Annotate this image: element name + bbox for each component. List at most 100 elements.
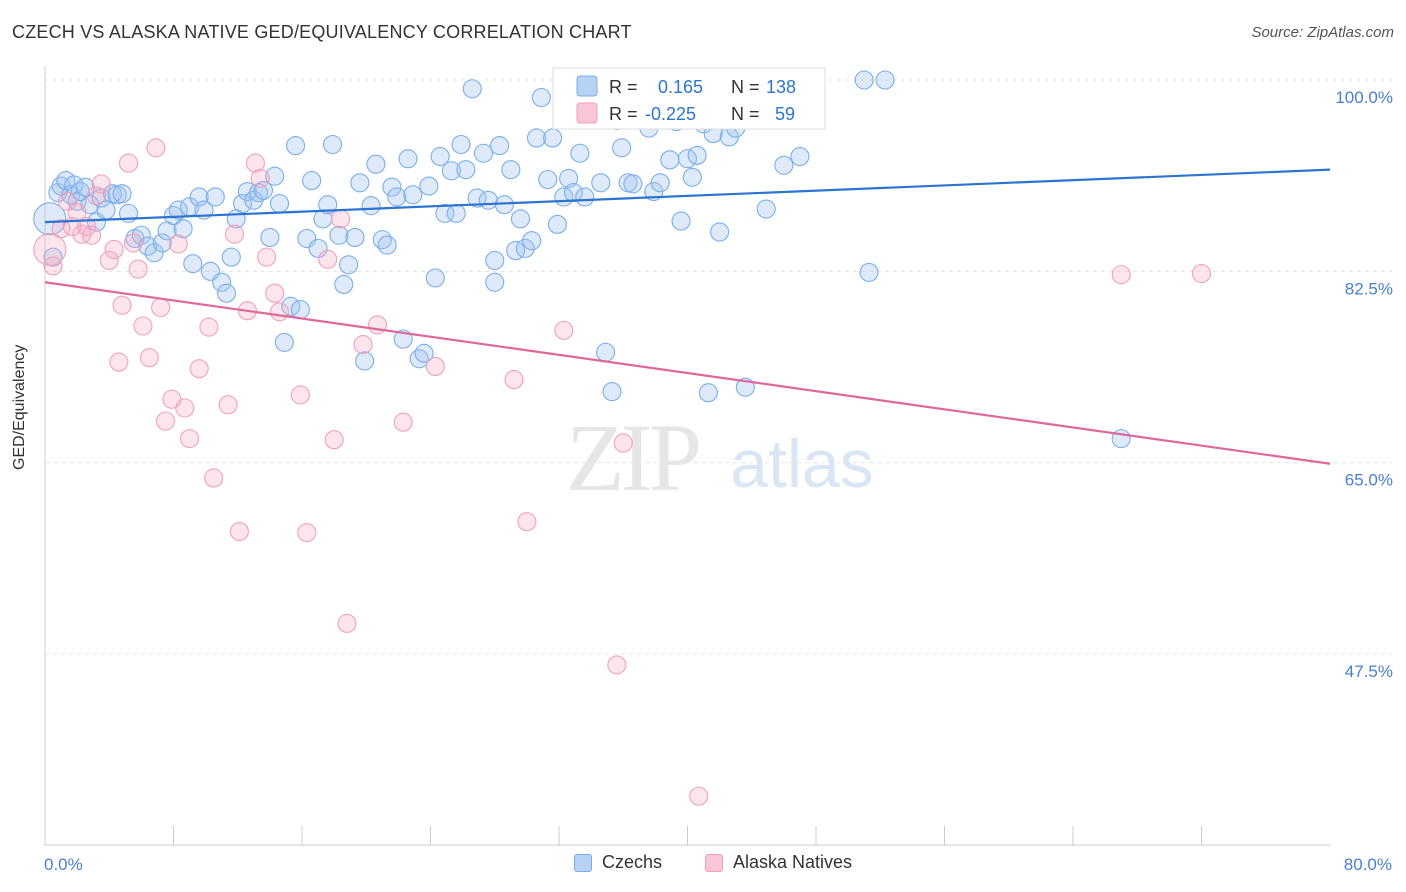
gridlines [45,79,1392,655]
czechs-point [682,167,702,187]
czechs-point [650,173,670,193]
alaska-natives-point [77,216,97,237]
czechs-point [366,154,386,174]
czechs-point [322,134,343,155]
bottom-legend-alaska-natives: Alaska Natives [705,852,852,873]
czechs-point [403,185,423,205]
czechs-point [290,300,310,320]
alaska-natives-point [324,430,344,450]
czechs-point [623,174,643,194]
czechs-point [183,254,203,274]
czechs-point [318,195,338,215]
czechs-point [435,203,455,223]
czechs-point [329,225,349,245]
czechs-point [350,173,370,193]
alaska-natives-point [290,385,310,405]
czechs-point [854,70,874,90]
czechs-point [131,225,151,245]
czechs-point [710,222,730,242]
czechs-point [173,219,193,239]
czechs-point [473,143,494,163]
alaska-natives-point [265,283,285,303]
czechs-point [790,146,810,167]
czechs-point [339,255,359,275]
czechs-point [456,160,476,180]
legend-r-label-alaska-natives: R = [609,104,638,124]
alaska-natives-point [204,468,224,488]
y-tick-label-2: 82.5% [1345,279,1393,298]
czechs-point [774,155,794,175]
chart-title: CZECH VS ALASKA NATIVE GED/EQUIVALENCY C… [12,22,632,42]
alaska-natives-point [43,256,63,276]
alaska-natives-point [297,523,317,543]
czechs-point [398,149,418,169]
czechs-point [485,272,505,292]
czechs-point [274,332,294,352]
alaska-natives-point [86,186,106,206]
axes [44,66,1331,846]
alaska-natives-trend-line [44,281,1331,465]
alaska-natives-point [133,316,153,336]
czechs-point [419,176,439,196]
czechs-point [756,199,776,219]
alaska-natives-point [128,259,148,279]
czechs-point [265,166,285,186]
alaska-natives-point [82,225,102,245]
czechs-point [393,329,413,349]
czechs-point [425,268,445,288]
alaska-natives-point [257,247,277,267]
alaska-natives-point [175,398,195,418]
czechs-point [559,168,579,188]
zipatlas-watermark: ZIP atlas [566,404,874,511]
x-tick-label-0: 0.0% [44,855,83,874]
czechs-point [168,200,188,220]
alaska-natives-point [218,395,238,415]
alaska-natives-point [269,302,290,322]
czechs-point [875,70,895,90]
alaska-natives-point [109,352,129,372]
czechs-point [485,250,505,270]
czechs-point [575,187,595,207]
source-label: Source: ZipAtlas.com [1251,24,1394,41]
legend-swatch-alaska-natives [576,102,598,124]
alaska-natives-point [250,168,270,188]
czechs-point [478,190,498,210]
czechs-point [441,161,461,181]
alaska-natives-point [229,521,249,542]
czechs-trend-line [44,168,1331,224]
alaska-natives-point [118,153,139,173]
legend-n-label-alaska-natives: N = [731,104,760,124]
czechs-point [859,262,879,282]
correlation-legend: R = 0.165 N = 138 R = -0.225 N = 59 [552,67,826,130]
alaska-natives-point [1111,265,1131,285]
alaska-natives-point [155,411,176,431]
legend-r-label-czechs: R = [609,77,638,97]
czechs-point [570,143,590,163]
czechs-point [515,238,535,258]
czechs-point [510,209,531,229]
czechs-point [216,283,237,303]
czechs-point [531,87,551,108]
alaska-natives-point [517,512,537,532]
alaska-natives-point [1191,263,1212,284]
czechs-point [538,169,558,190]
alaska-natives-point [607,655,627,675]
alaska-natives-point [330,209,351,229]
czechs-point [382,177,402,197]
alaska-natives-point [112,295,132,315]
legend-n-value-alaska-natives: 59 [775,104,795,124]
alaska-natives-point [504,370,524,390]
czechs-point [345,227,365,247]
czechs-point [334,274,354,295]
alaska-natives-point [554,320,574,340]
alaska-natives-point [99,250,119,270]
czechs-point [302,171,322,191]
y-tick-label-3: 100.0% [1335,88,1393,107]
czechs-point [260,227,280,247]
alaska-natives-point [613,433,633,453]
alaska-natives-point [337,613,357,633]
czechs-point [522,231,542,251]
czechs-point [506,241,526,261]
alaska-natives-point [689,786,709,806]
